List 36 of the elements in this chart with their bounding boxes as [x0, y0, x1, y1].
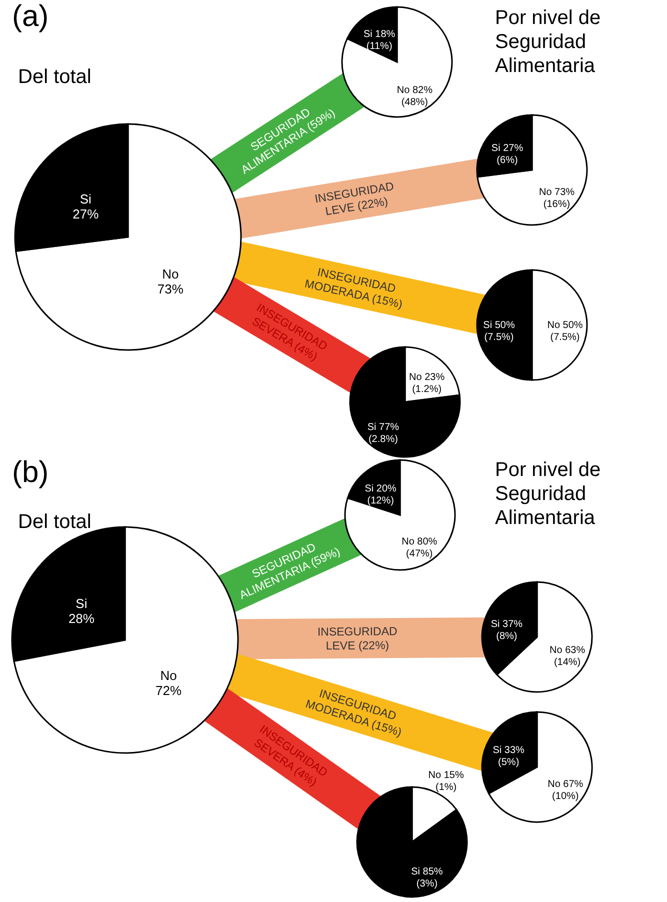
slice-label: Si 27% (6%): [491, 143, 524, 166]
slice-label: Si 37% (8%): [490, 618, 523, 642]
text: Por nivel de Seguridad Alimentaria: [494, 6, 602, 78]
text: Por nivel de Seguridad Alimentaria: [494, 458, 602, 530]
slice-label: No 67% (10%): [548, 778, 584, 802]
slice-label: No 82% (48%): [396, 84, 433, 108]
slice-label: Si: [80, 192, 92, 207]
slice-label: No 80% (47%): [402, 536, 438, 560]
pie-slice: [476, 114, 588, 226]
chart-title: (a): [12, 0, 49, 34]
slice-label: Si 20% (12%): [364, 483, 397, 506]
data-label: 28%: [68, 610, 95, 626]
slice-label: Si: [76, 596, 88, 611]
slice-label: No 63% (14%): [549, 645, 586, 668]
chart-subtitle: Del total: [18, 511, 92, 534]
slice-label: No: [162, 266, 179, 282]
pie-slice: [341, 6, 453, 118]
chart-title: (b): [12, 456, 49, 490]
data-label: 72%: [156, 683, 182, 698]
text: INSEGURIDAD LEVE (22%): [317, 626, 398, 653]
slice-label: Si 77% (2.8%): [367, 422, 400, 445]
slice-label: No 50% (7.5%): [547, 320, 583, 343]
data-label: 27%: [72, 206, 100, 222]
slice-label: No 73% (16%): [538, 186, 575, 210]
chart-subtitle: Del total: [18, 66, 92, 89]
slice-label: Si 33% (5%): [492, 745, 525, 768]
slice-label: No 23% (1.2%): [409, 372, 445, 396]
pie-slice: [344, 459, 456, 571]
slice-label: No: [160, 668, 177, 684]
pie-slice: [349, 346, 461, 458]
slice-label: No 15% (1%): [428, 770, 464, 794]
data-label: 73%: [157, 281, 184, 296]
slice-label: Si 85% (3%): [411, 866, 443, 890]
slice-label: Si 50% (7.5%): [483, 320, 515, 343]
slice-label: Si 18% (11%): [363, 29, 396, 52]
pie-slice: [15, 123, 242, 351]
